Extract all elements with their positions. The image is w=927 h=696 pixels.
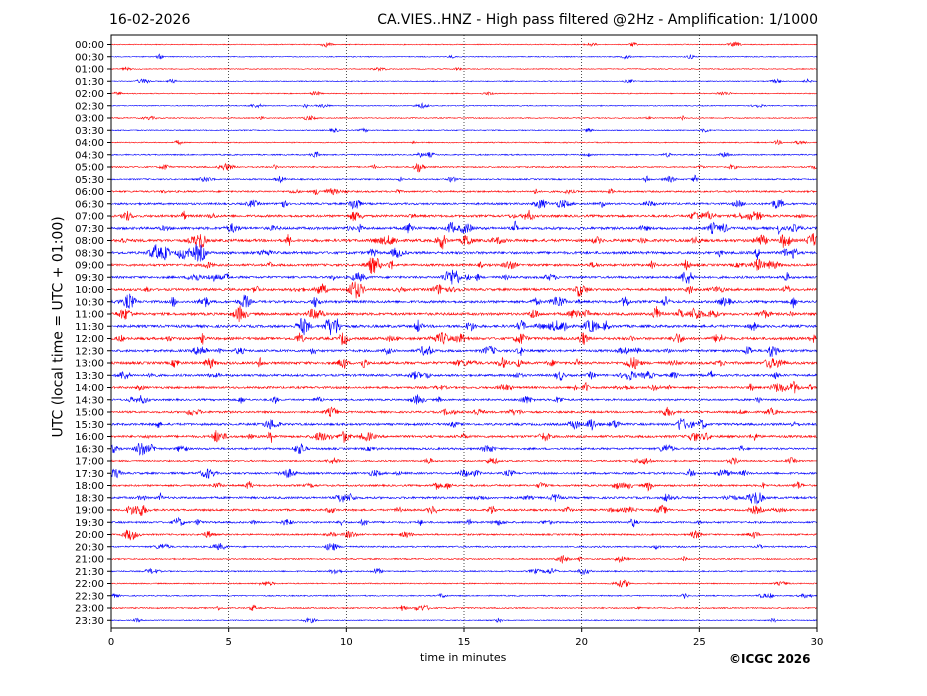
y-tick-label: 01:00 [75, 65, 104, 76]
y-tick-label: 13:00 [75, 359, 104, 370]
trace-0830 [110, 244, 818, 262]
trace-0300 [110, 114, 818, 121]
y-tick-label: 17:00 [75, 457, 104, 468]
y-axis-label: UTC (local time = UTC + 01:00) [50, 216, 67, 438]
y-tick-label: 00:30 [75, 52, 104, 63]
y-tick-label: 08:30 [75, 248, 104, 259]
trace-0230 [110, 102, 818, 109]
y-tick-label: 10:00 [75, 285, 104, 296]
trace-2100 [110, 555, 818, 564]
y-tick-label: 23:30 [75, 616, 104, 627]
y-tick-label: 11:30 [75, 322, 104, 333]
y-tick-label: 21:00 [75, 555, 104, 566]
y-tick-label: 23:00 [75, 604, 104, 615]
x-axis-ticks: 0 5 10 15 20 25 30 [108, 628, 824, 648]
y-tick-label: 04:00 [75, 138, 104, 149]
plot-title: CA.VIES..HNZ - High pass filtered @2Hz -… [377, 12, 818, 28]
y-tick-label: 19:00 [75, 506, 104, 517]
trace-1030 [111, 293, 818, 309]
trace-0330 [110, 127, 818, 133]
y-tick-label: 19:30 [75, 518, 104, 529]
y-tick-label: 18:00 [75, 481, 104, 492]
trace-2030 [110, 543, 818, 551]
y-tick-label: 20:30 [75, 542, 104, 553]
y-tick-label: 07:30 [75, 224, 104, 235]
x-tick-label: 5 [225, 637, 231, 648]
trace-1530 [110, 418, 818, 431]
trace-1430 [110, 394, 818, 405]
y-tick-label: 14:00 [75, 383, 104, 394]
trace-0800 [110, 233, 818, 250]
y-tick-label: 06:00 [75, 187, 104, 198]
trace-0130 [111, 78, 818, 84]
y-tick-label: 10:30 [75, 297, 104, 308]
y-tick-label: 05:00 [75, 163, 104, 174]
trace-0400 [110, 139, 818, 146]
trace-1330 [110, 370, 818, 382]
trace-2130 [110, 567, 818, 576]
y-tick-label: 00:00 [75, 40, 104, 51]
y-tick-label: 03:30 [75, 126, 104, 137]
y-tick-label: 22:00 [75, 579, 104, 590]
x-tick-label: 10 [340, 637, 353, 648]
y-tick-label: 11:00 [75, 310, 104, 321]
y-tick-label: 16:30 [75, 444, 104, 455]
x-tick-label: 20 [575, 637, 588, 648]
trace-0200 [110, 90, 817, 96]
y-tick-label: 22:30 [75, 591, 104, 602]
copyright-label: ©ICGC 2026 [729, 652, 811, 666]
y-tick-label: 15:30 [75, 420, 104, 431]
y-tick-label: 09:30 [75, 273, 104, 284]
trace-2200 [110, 579, 817, 588]
y-tick-label: 02:30 [75, 101, 104, 112]
y-tick-label: 08:00 [75, 236, 104, 247]
grid-layer [228, 35, 700, 628]
x-tick-label: 15 [458, 637, 471, 648]
x-axis-label: time in minutes [420, 651, 507, 664]
y-tick-label: 12:00 [75, 334, 104, 345]
y-tick-label: 04:30 [75, 150, 104, 161]
x-tick-label: 0 [108, 637, 114, 648]
trace-2000 [110, 529, 818, 541]
x-tick-label: 25 [693, 637, 706, 648]
y-tick-label: 06:30 [75, 199, 104, 210]
y-tick-label: 15:00 [75, 408, 104, 419]
y-tick-label: 09:00 [75, 261, 104, 272]
y-tick-label: 05:30 [75, 175, 104, 186]
y-tick-label: 18:30 [75, 493, 104, 504]
y-tick-label: 02:00 [75, 89, 104, 100]
x-tick-label: 30 [811, 637, 824, 648]
y-tick-label: 01:30 [75, 77, 104, 88]
y-tick-label: 14:30 [75, 395, 104, 406]
y-tick-label: 16:00 [75, 432, 104, 443]
y-tick-label: 12:30 [75, 346, 104, 357]
y-tick-label: 13:30 [75, 371, 104, 382]
y-tick-label: 17:30 [75, 469, 104, 480]
y-tick-label: 20:00 [75, 530, 104, 541]
plot-date: 16-02-2026 [109, 12, 191, 28]
y-tick-label: 03:00 [75, 114, 104, 125]
plot-frame [110, 34, 818, 629]
trace-1930 [110, 516, 818, 528]
y-tick-label: 07:00 [75, 212, 104, 223]
trace-1500 [110, 406, 818, 417]
y-tick-label: 21:30 [75, 567, 104, 578]
trace-0900 [110, 257, 818, 274]
